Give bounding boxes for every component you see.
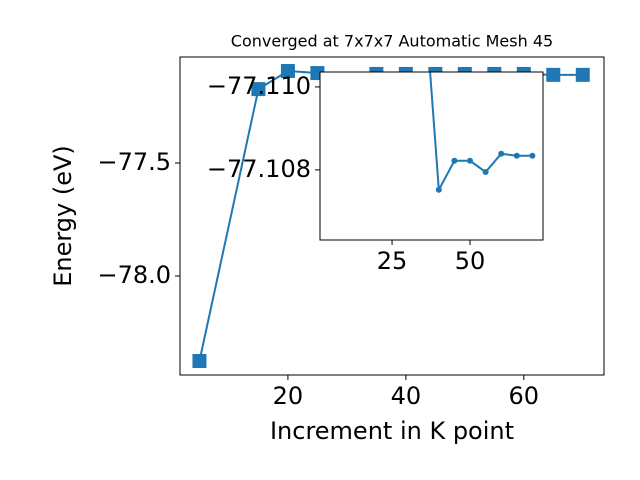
axes-frame xyxy=(319,71,544,241)
marker xyxy=(467,157,474,164)
x-tick-label: 25 xyxy=(377,247,408,275)
x-tick-label: 60 xyxy=(509,382,540,410)
y-tick-label: −77.5 xyxy=(97,148,171,176)
chart-title: Converged at 7x7x7 Automatic Mesh 45 xyxy=(231,32,553,51)
y-tick-label: −77.108 xyxy=(207,155,311,183)
y-axis-label: Energy (eV) xyxy=(49,145,77,287)
x-axis-label: Increment in K point xyxy=(270,417,514,445)
marker xyxy=(529,152,536,159)
marker xyxy=(513,152,520,159)
marker xyxy=(251,82,266,97)
x-tick-label: 40 xyxy=(391,382,422,410)
plot-clip xyxy=(429,72,536,194)
marker xyxy=(575,67,590,82)
marker xyxy=(498,150,505,157)
marker xyxy=(546,67,561,82)
axes-frame xyxy=(179,56,605,376)
marker xyxy=(482,168,489,175)
y-tick-label: −78.0 xyxy=(97,261,171,289)
x-tick-label: 20 xyxy=(273,382,304,410)
y-tick-label: −77.110 xyxy=(207,72,311,100)
marker xyxy=(280,64,295,79)
marker xyxy=(435,186,442,193)
marker xyxy=(451,157,458,164)
marker xyxy=(192,353,207,368)
x-tick-label: 50 xyxy=(455,247,486,275)
